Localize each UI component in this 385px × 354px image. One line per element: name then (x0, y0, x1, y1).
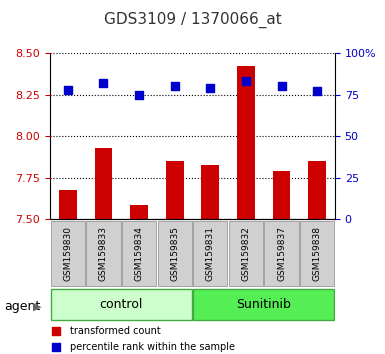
Point (241, 272, 248, 277)
Text: GSM159831: GSM159831 (206, 226, 215, 281)
Text: control: control (100, 298, 143, 311)
Point (172, 84, 178, 89)
Text: percentile rank within the sample: percentile rank within the sample (70, 342, 235, 352)
FancyBboxPatch shape (122, 221, 156, 286)
FancyBboxPatch shape (193, 221, 228, 286)
Text: GSM159833: GSM159833 (99, 226, 108, 281)
Text: GSM159832: GSM159832 (241, 226, 250, 281)
Point (278, 84, 285, 89)
Bar (95, 148, 112, 219)
Bar (237, 67, 255, 219)
FancyBboxPatch shape (157, 221, 192, 286)
Point (241, 127, 248, 132)
FancyBboxPatch shape (193, 289, 334, 320)
Point (314, 88, 320, 94)
Point (65, 87, 71, 92)
FancyBboxPatch shape (264, 221, 299, 286)
FancyBboxPatch shape (51, 221, 85, 286)
Point (100, 80, 107, 86)
Bar (59, 189, 77, 219)
Bar (273, 171, 290, 219)
Text: GDS3109 / 1370066_at: GDS3109 / 1370066_at (104, 11, 281, 28)
Text: GSM159838: GSM159838 (313, 226, 321, 281)
Bar (130, 205, 148, 219)
FancyBboxPatch shape (229, 221, 263, 286)
Text: transformed count: transformed count (70, 326, 161, 336)
Text: ▶: ▶ (33, 301, 41, 311)
FancyBboxPatch shape (51, 289, 192, 320)
FancyBboxPatch shape (86, 221, 121, 286)
Text: GSM159834: GSM159834 (135, 226, 144, 281)
Text: agent: agent (4, 300, 40, 313)
Bar (201, 165, 219, 219)
Point (243, 79, 249, 84)
Text: GSM159837: GSM159837 (277, 226, 286, 281)
Point (136, 92, 142, 97)
Bar (166, 161, 184, 219)
Text: GSM159835: GSM159835 (170, 226, 179, 281)
Text: Sunitinib: Sunitinib (236, 298, 291, 311)
Bar (308, 161, 326, 219)
Point (207, 85, 213, 91)
Text: GSM159830: GSM159830 (64, 226, 72, 281)
FancyBboxPatch shape (300, 221, 334, 286)
